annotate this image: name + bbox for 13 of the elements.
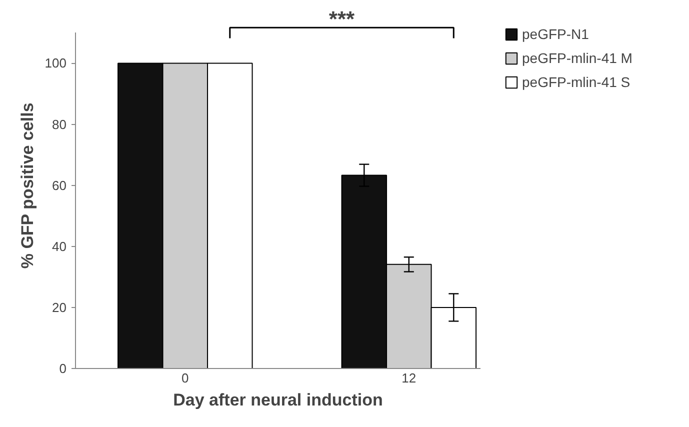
y-tick-label: 0 (59, 361, 67, 376)
y-tick-label: 100 (44, 56, 67, 71)
legend-label: peGFP-N1 (522, 26, 589, 42)
y-tick-label: 40 (52, 238, 67, 254)
y-tick-label: 60 (52, 178, 67, 193)
y-tick-label: 20 (52, 300, 67, 315)
text: *** (328, 6, 356, 32)
x-tick-label: 12 (402, 370, 416, 386)
y-tick-label: 80 (52, 116, 67, 132)
y-axis-title: % GFP positive cells (18, 102, 37, 269)
legend-label: peGFP-mlin-41 M (522, 50, 632, 66)
legend-label: peGFP-mlin-41 S (522, 74, 630, 90)
x-axis-title: Day after neural induction (173, 390, 383, 410)
